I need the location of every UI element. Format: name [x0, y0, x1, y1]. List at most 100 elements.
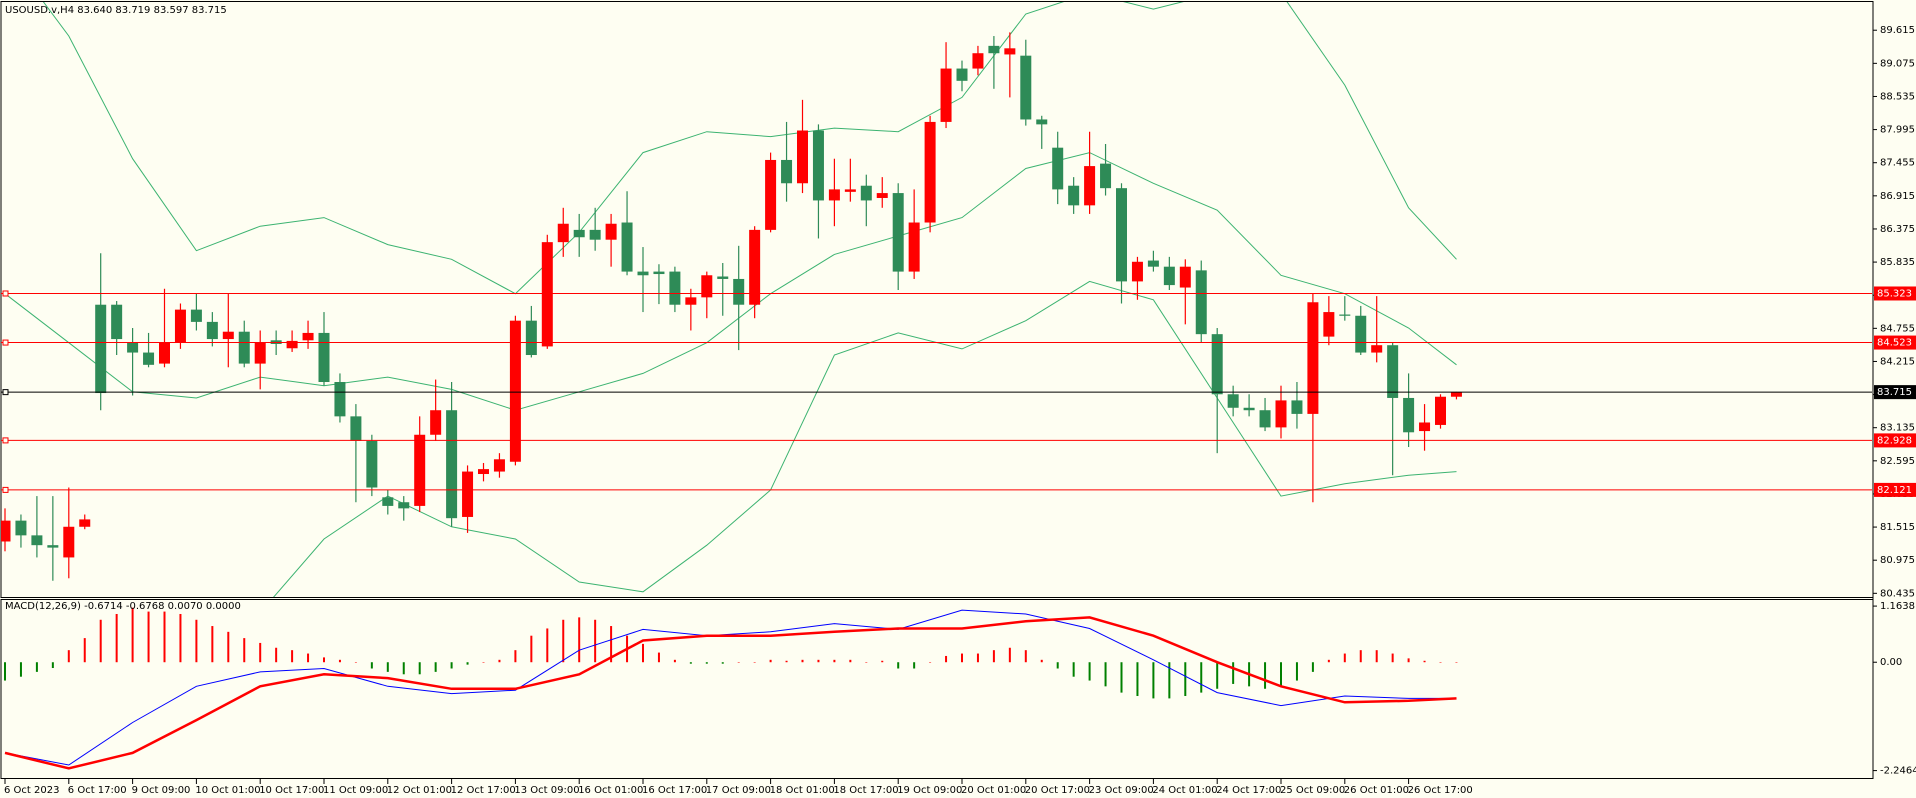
macd-histogram-bar	[1280, 662, 1282, 687]
axes: 80.43580.97581.51582.05582.59583.13583.6…	[4, 1, 1916, 796]
macd-histogram-bar	[434, 662, 437, 672]
macd-histogram-bar	[4, 662, 6, 681]
level-anchor	[2, 290, 9, 297]
y-tick-label: 84.755	[1880, 323, 1915, 334]
macd-histogram-bar	[976, 653, 979, 663]
macd-histogram-bar	[721, 662, 724, 664]
macd-histogram-bar	[961, 653, 963, 663]
candle-body	[1004, 48, 1016, 55]
macd-histogram-bar	[131, 607, 134, 663]
macd-histogram-bar	[865, 662, 868, 663]
x-tick-label: 17 Oct 09:00	[706, 785, 771, 796]
macd-histogram-bar	[51, 662, 54, 669]
candle-body	[733, 278, 745, 305]
macd-histogram-bar	[338, 659, 341, 663]
macd-histogram-bar	[1104, 662, 1107, 687]
macd-histogram-bar	[450, 662, 453, 669]
macd-histogram-bar	[99, 619, 102, 663]
candle-body	[143, 352, 155, 365]
candle-body	[350, 416, 362, 441]
candle-body	[446, 410, 458, 519]
macd-histogram-bar	[1008, 647, 1011, 663]
macd-histogram-bar	[83, 638, 86, 663]
x-tick-label: 26 Oct 17:00	[1408, 785, 1473, 796]
y-tick-label: 0.00	[1880, 657, 1902, 668]
candle-body	[1, 520, 11, 542]
candle-body	[972, 53, 984, 69]
candle-body	[414, 434, 426, 506]
x-tick-label: 6 Oct 17:00	[68, 785, 127, 796]
x-tick-label: 19 Oct 09:00	[897, 785, 962, 796]
candle-body	[382, 497, 394, 506]
y-tick-label: 87.995	[1880, 125, 1915, 136]
x-tick-label: 23 Oct 09:00	[1089, 785, 1154, 796]
macd-histogram-bar	[498, 659, 501, 663]
level-label-box	[1874, 433, 1916, 448]
level-label: 82.928	[1877, 435, 1912, 446]
candle-body	[525, 320, 537, 356]
y-tick-label: 80.435	[1880, 588, 1915, 599]
macd-histogram-bar	[546, 628, 549, 663]
candle-body	[589, 229, 601, 240]
macd-histogram-bar	[1232, 662, 1235, 684]
macd-histogram-bar	[657, 652, 660, 663]
candle-body	[717, 276, 729, 279]
macd-histogram-bar	[35, 662, 38, 672]
chart-title: USOUSD.v,H4 83.640 83.719 83.597 83.715	[5, 5, 227, 16]
macd-histogram-bar	[578, 617, 581, 663]
candle-body	[334, 382, 346, 417]
candle-body	[988, 45, 1000, 54]
y-tick-label: 85.835	[1880, 257, 1915, 268]
candle-body	[174, 309, 186, 343]
candle-body	[206, 321, 218, 340]
candle-body	[541, 242, 553, 347]
candle-body	[765, 159, 777, 230]
macd-histogram-bar	[1216, 662, 1219, 689]
level-label: 83.715	[1877, 387, 1912, 398]
candle-body	[956, 68, 968, 81]
macd-histogram-bar	[530, 635, 533, 663]
level-label-box	[1874, 286, 1916, 301]
macd-histogram-bar	[1359, 650, 1362, 663]
x-tick-label: 26 Oct 01:00	[1344, 785, 1409, 796]
macd-histogram-bar	[1439, 662, 1442, 663]
candle-body	[1147, 260, 1159, 267]
macd-histogram-bar	[1040, 659, 1043, 663]
macd-histogram-bar	[354, 662, 357, 663]
candle-body	[605, 223, 617, 240]
x-tick-label: 25 Oct 09:00	[1280, 785, 1345, 796]
macd-histogram-bar	[163, 611, 166, 663]
candle-body	[1131, 261, 1143, 282]
candle-body	[1068, 185, 1080, 206]
candle-body	[190, 309, 202, 322]
candle-body	[860, 185, 872, 201]
level-label-box	[1874, 385, 1916, 400]
candle-body	[685, 297, 697, 305]
candle-body	[15, 520, 27, 536]
macd-histogram-bar	[1407, 658, 1410, 663]
macd-histogram-bar	[1088, 662, 1091, 681]
candle-body	[238, 331, 250, 364]
macd-histogram-bar	[1056, 662, 1059, 669]
x-tick-label: 6 Oct 2023	[4, 785, 59, 796]
candle-body	[1435, 396, 1446, 425]
candle-body	[1020, 55, 1032, 120]
candle-body	[781, 159, 793, 184]
y-tick-label: 81.515	[1880, 522, 1915, 533]
y-tick-label: 86.915	[1880, 191, 1915, 202]
y-tick-label: 80.975	[1880, 555, 1915, 566]
candle-body	[940, 68, 952, 122]
macd-histogram-bar	[929, 662, 932, 663]
macd-histogram-bar	[1264, 662, 1267, 689]
macd-histogram-bar	[817, 659, 820, 663]
candle-body	[1339, 314, 1351, 316]
candle-body	[701, 275, 713, 298]
candle-body	[398, 502, 410, 509]
candle-body	[1355, 315, 1367, 353]
macd-histogram-bar	[1072, 662, 1075, 677]
candle-body	[908, 222, 920, 272]
macd-histogram-bar	[370, 662, 373, 669]
macd-histogram-bar	[1024, 650, 1027, 663]
candle-body	[557, 223, 569, 243]
